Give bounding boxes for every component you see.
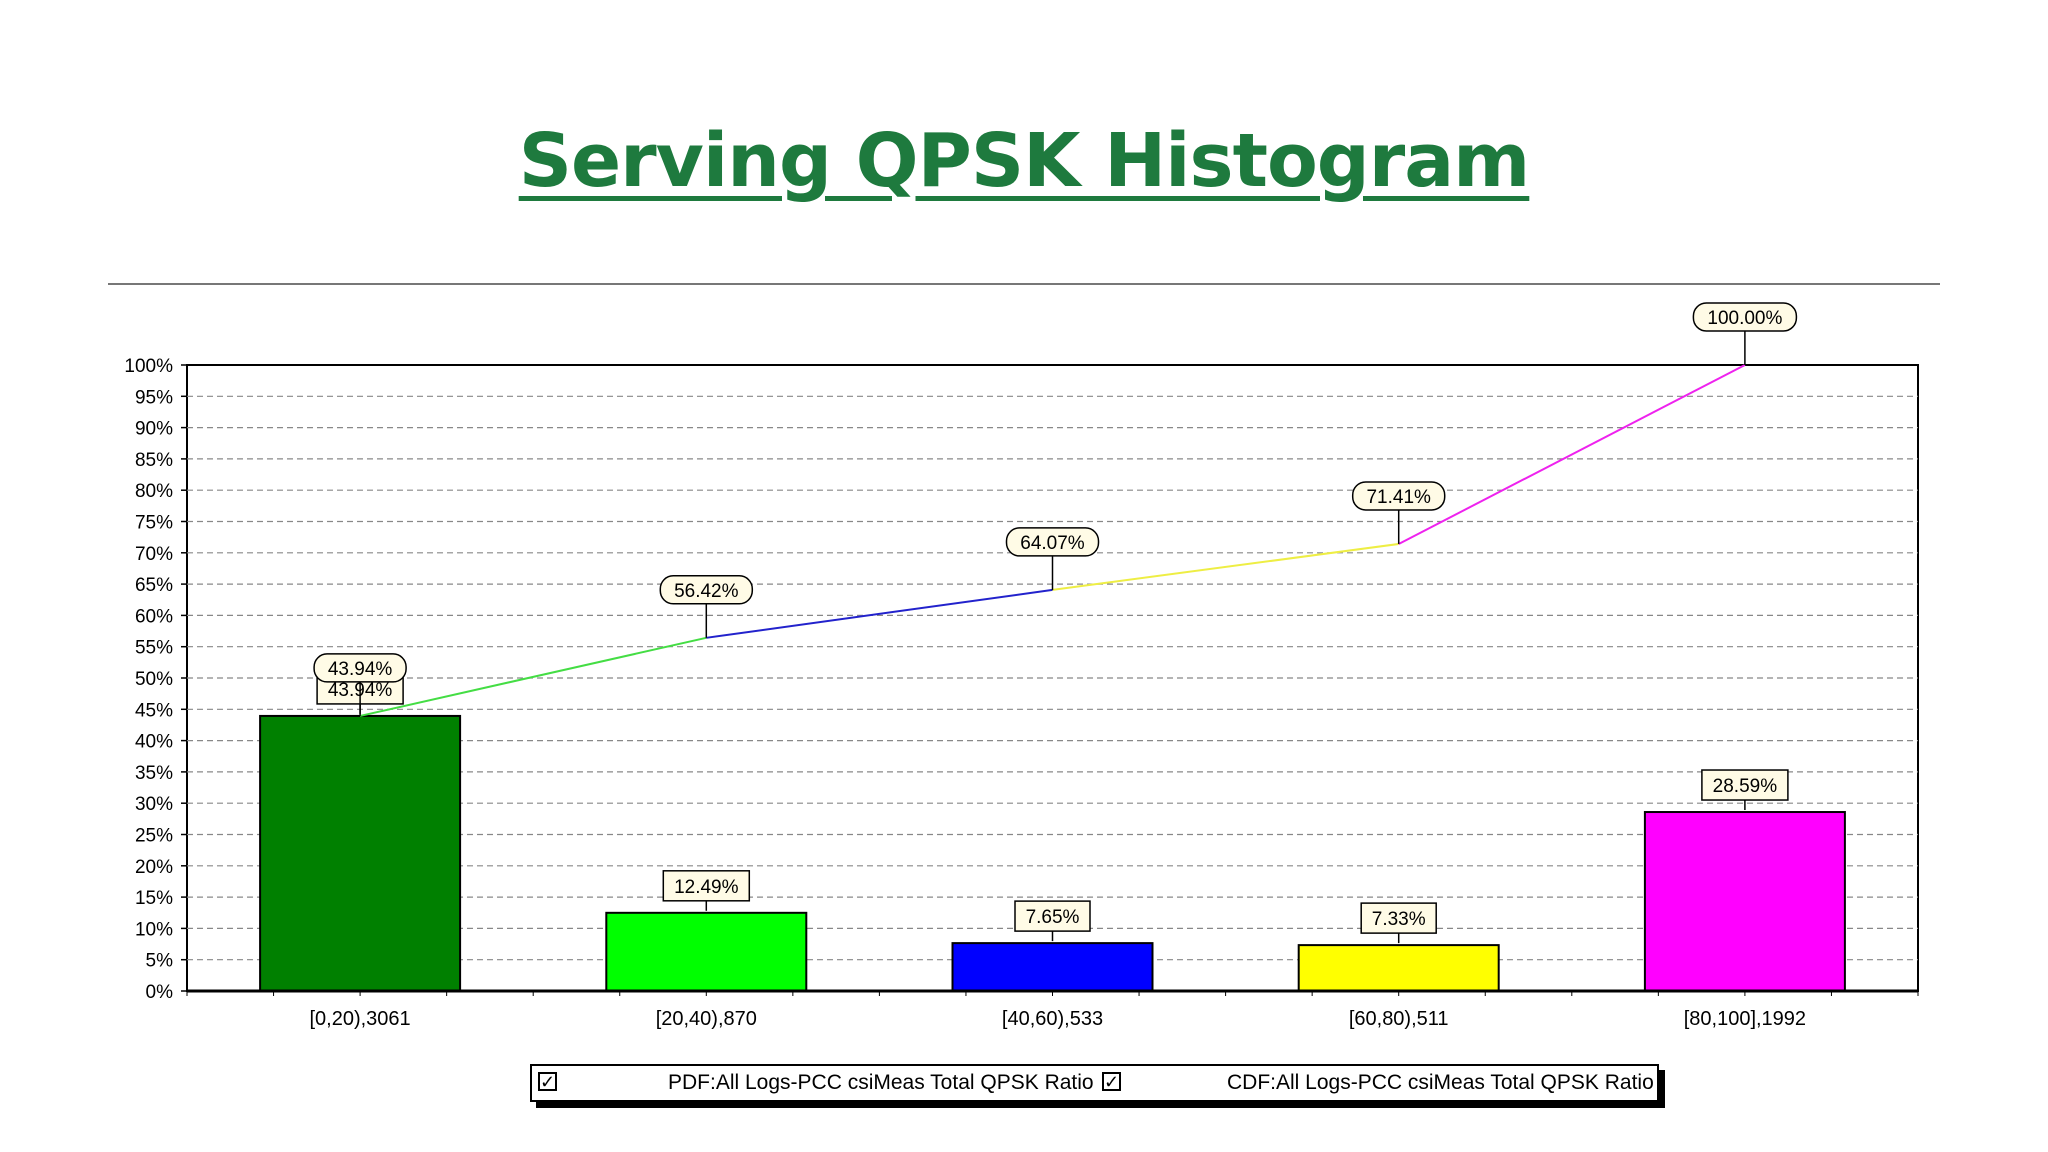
cdf-line-layer [359,364,1746,717]
chart-legend: ✓ PDF:All Logs-PCC csiMeas Total QPSK Ra… [530,1064,1659,1102]
label-box [1360,902,1437,934]
y-tick-label: 25% [135,826,173,847]
cdf-segment [1398,364,1746,545]
y-tick-label: 20% [135,857,173,878]
title-divider [108,283,1940,285]
data-label: 7.65% [1026,907,1080,928]
cdf-value-label-group: 43.94% [313,653,407,716]
cdf-segment [706,588,1053,639]
x-category-label: [80,100],1992 [1684,1008,1806,1030]
label-box [1014,900,1091,932]
data-labels-layer: 43.94%12.49%7.65% 7.33%28.59%43.94%56.42%… [313,302,1798,944]
y-tick-label: 40% [135,732,173,753]
cdf-data-label: 100.00% [1707,308,1782,329]
bars-layer [259,714,1846,993]
y-tick-label: 55% [135,638,173,659]
cdf-segment [1052,542,1399,591]
cdf-label-box [1692,302,1798,332]
y-tick-label: 0% [146,982,174,1003]
legend-label-pdf: PDF:All Logs-PCC csiMeas Total QPSK Rati… [668,1071,1094,1094]
x-category-label: [60,80),511 [1349,1008,1449,1030]
bar-3 [1297,944,1500,992]
x-category-label: [20,40),870 [656,1008,757,1030]
y-tick-label: 5% [146,951,174,972]
y-tick-label: 65% [135,575,173,596]
cdf-data-label: 43.94% [328,659,393,680]
cdf-segment [359,636,707,717]
y-tick-label: 60% [135,606,173,627]
y-tick-label: 90% [135,419,173,440]
legend-checkbox-pdf[interactable]: ✓ [538,1072,557,1092]
bar-value-label: 7.65% [1014,900,1091,942]
cdf-label-box [1005,527,1100,557]
slide-title: Serving QPSK Histogram [518,118,1531,204]
y-tick-label: 15% [135,888,173,909]
bar-value-label: 28.59% [1701,769,1789,811]
data-label: 28.59% [1713,776,1778,797]
bar-0 [259,714,462,992]
axis-layer: 0% 5% 10% 15% 20% 25% 30% 35% 40% 45% 50% 55% 60% 65%… [124,356,1919,1030]
cdf-data-label: 56.42% [674,581,739,602]
y-tick-label: 30% [135,794,173,815]
bar-value-label: 7.33% [1360,902,1437,944]
grid-layer [186,364,1919,992]
cdf-data-label: 64.07% [1020,533,1085,554]
label-box [1701,769,1789,801]
y-tick-label: 100% [124,356,173,377]
data-label: 12.49% [674,877,739,898]
cdf-value-label-group: 100.00% [1692,302,1798,365]
data-label: 7.33% [1372,909,1426,930]
y-tick-label: 45% [135,700,173,721]
bar-2 [951,942,1154,993]
bar-1 [605,911,808,993]
cdf-label-box [659,575,754,605]
y-tick-label: 75% [135,513,173,534]
legend-label-cdf: CDF:All Logs-PCC csiMeas Total QPSK Rati… [1227,1071,1654,1094]
cdf-data-label: 71.41% [1366,487,1431,508]
y-tick-label: 85% [135,450,173,471]
bar-4 [1643,811,1846,993]
label-box [662,870,751,902]
bar-value-label: 12.49% [662,870,751,911]
cdf-value-label-group: 64.07% [1005,527,1100,590]
cdf-label-box [313,653,407,683]
y-tick-label: 80% [135,481,173,502]
x-category-label: [40,60),533 [1002,1008,1103,1030]
y-tick-label: 70% [135,544,173,565]
x-category-label: [0,20),3061 [309,1008,410,1030]
y-tick-label: 50% [135,669,173,690]
cdf-value-label-group: 71.41% [1351,481,1446,544]
y-tick-label: 35% [135,763,173,784]
legend-checkbox-cdf[interactable]: ✓ [1102,1072,1121,1092]
cdf-value-label-group: 56.42% [659,575,754,638]
cdf-label-box [1351,481,1446,511]
y-tick-label: 95% [135,387,173,408]
y-tick-label: 10% [135,919,173,940]
